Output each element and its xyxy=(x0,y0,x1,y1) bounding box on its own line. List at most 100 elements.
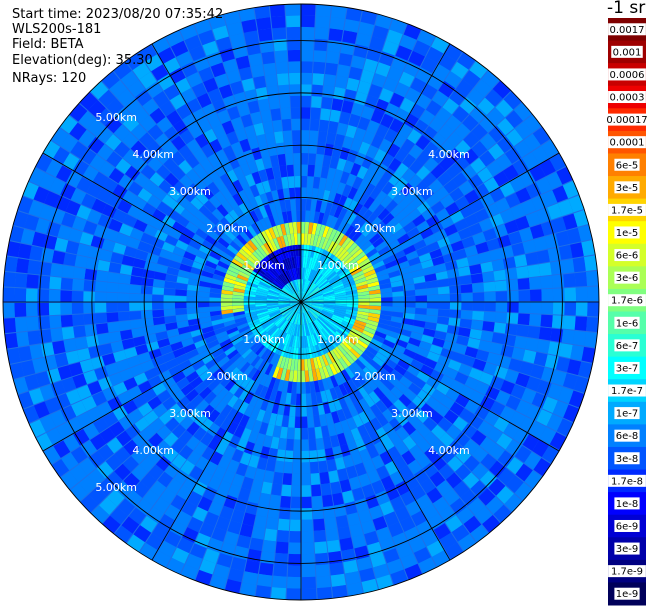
range-gate-cell xyxy=(435,271,449,280)
range-gate-cell xyxy=(458,180,474,196)
range-gate-cell xyxy=(495,291,508,302)
range-gate-cell xyxy=(392,306,405,313)
range-gate-cell xyxy=(344,239,355,251)
range-gate-cell xyxy=(108,218,123,233)
range-gate-cell xyxy=(242,571,258,586)
range-gate-cell xyxy=(131,327,145,338)
range-gate-cell xyxy=(368,312,381,319)
range-gate-cell xyxy=(361,483,375,498)
range-gate-cell xyxy=(267,505,280,519)
range-gate-cell xyxy=(153,324,167,333)
range-gate-cell xyxy=(387,404,401,418)
range-gate-cell xyxy=(105,133,122,151)
range-gate-cell xyxy=(123,245,138,258)
range-gate-cell xyxy=(405,343,419,353)
range-gate-cell xyxy=(398,196,412,210)
range-gate-cell xyxy=(250,340,261,351)
range-gate-cell xyxy=(393,343,406,354)
range-gate-cell xyxy=(285,310,294,320)
range-gate-cell xyxy=(388,431,403,446)
range-gate-cell xyxy=(140,360,155,372)
range-gate-cell xyxy=(293,450,301,463)
range-gate-cell xyxy=(552,370,567,387)
range-gate-cell xyxy=(209,396,222,409)
range-gate-cell xyxy=(301,164,308,177)
range-gate-cell xyxy=(573,376,589,394)
range-gate-cell xyxy=(119,368,134,382)
range-gate-cell xyxy=(298,290,301,302)
range-gate-cell xyxy=(398,215,412,228)
range-gate-cell xyxy=(271,189,280,203)
range-gate-cell xyxy=(345,290,358,295)
colorbar-unit-label: -1 sr xyxy=(607,0,646,18)
range-gate-cell xyxy=(68,362,83,377)
range-gate-cell xyxy=(461,423,478,439)
range-gate-cell xyxy=(293,324,298,336)
range-gate-cell xyxy=(163,447,179,463)
range-gate-cell xyxy=(557,199,574,217)
range-gate-cell xyxy=(448,317,461,327)
colorbar: 0.00170.0010.00060.00030.000170.00016e-5… xyxy=(604,18,647,606)
range-gate-cell xyxy=(284,141,293,154)
range-gate-cell xyxy=(326,323,337,333)
range-gate-cell xyxy=(259,281,271,289)
range-gate-cell xyxy=(139,456,156,473)
range-gate-cell xyxy=(536,379,552,396)
range-gate-cell xyxy=(203,330,216,339)
range-gate-cell xyxy=(265,517,279,530)
range-gate-cell xyxy=(351,55,366,70)
range-gate-cell xyxy=(376,526,392,542)
range-gate-cell xyxy=(289,530,301,543)
range-gate-cell xyxy=(297,267,300,280)
range-gate-cell xyxy=(247,353,258,365)
range-gate-cell xyxy=(333,332,344,343)
range-gate-cell xyxy=(395,412,409,427)
range-gate-cell xyxy=(411,269,425,278)
range-gate-cell xyxy=(48,289,61,302)
range-gate-cell xyxy=(529,302,542,314)
range-gate-cell xyxy=(328,28,344,42)
range-gate-cell xyxy=(536,409,553,426)
range-gate-cell xyxy=(505,110,524,129)
range-gate-cell xyxy=(309,130,319,143)
range-gate-cell xyxy=(504,267,518,280)
range-gate-cell xyxy=(444,367,459,380)
range-gate-cell xyxy=(321,310,334,316)
range-gate-cell xyxy=(170,151,186,166)
range-gate-cell xyxy=(222,281,235,288)
range-gate-cell xyxy=(264,375,273,388)
range-gate-cell xyxy=(181,61,198,78)
range-gate-cell xyxy=(425,46,444,64)
range-gate-cell xyxy=(298,256,301,268)
range-gate-cell xyxy=(175,308,188,316)
range-gate-cell xyxy=(303,324,307,337)
range-gate-cell xyxy=(508,231,523,245)
range-gate-cell xyxy=(305,198,312,211)
range-ring-label: 2.00km xyxy=(206,222,248,235)
range-gate-cell xyxy=(186,349,199,360)
range-gate-cell xyxy=(243,228,254,240)
range-gate-cell xyxy=(290,312,297,323)
range-gate-cell xyxy=(335,303,347,307)
range-gate-cell xyxy=(284,310,294,320)
range-gate-cell xyxy=(151,64,169,81)
range-gate-cell xyxy=(581,346,596,363)
range-gate-cell xyxy=(191,82,207,98)
range-gate-cell xyxy=(399,465,414,481)
range-gate-cell xyxy=(363,394,376,408)
range-gate-cell xyxy=(209,138,223,154)
range-gate-cell xyxy=(133,525,152,543)
range-gate-cell xyxy=(354,545,370,560)
range-gate-cell xyxy=(301,302,309,311)
range-gate-cell xyxy=(238,176,250,190)
range-gate-cell xyxy=(504,323,518,336)
range-gate-cell xyxy=(453,480,470,498)
range-gate-cell xyxy=(575,302,588,316)
range-gate-cell xyxy=(270,108,282,121)
range-gate-cell xyxy=(220,305,233,311)
range-gate-cell xyxy=(73,266,86,280)
range-gate-cell xyxy=(289,72,301,85)
range-gate-cell xyxy=(445,387,460,402)
range-gate-cell xyxy=(350,215,362,228)
range-gate-cell xyxy=(308,284,318,294)
